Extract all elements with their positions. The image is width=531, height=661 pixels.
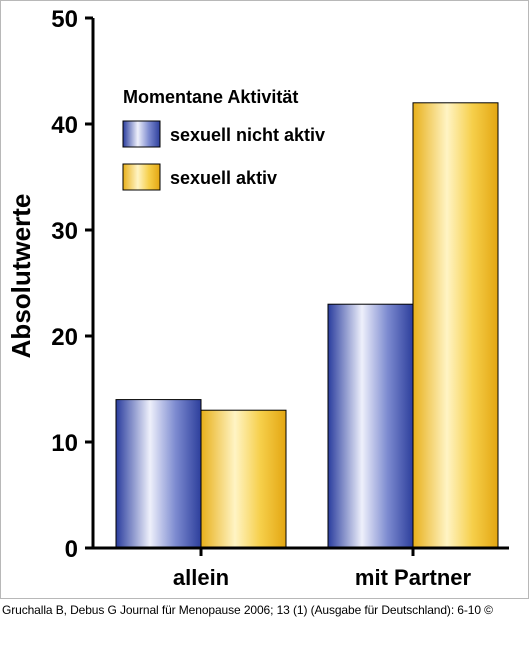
bars-group: [115, 102, 499, 549]
y-ticks-group: 0 10 20 30 40 50: [51, 6, 93, 563]
y-tick-label: 40: [51, 112, 78, 139]
y-tick-label: 30: [51, 218, 78, 245]
y-tick-label: 10: [51, 430, 78, 457]
bar-chart: 0 10 20 30 40 50 allein mit Partner Absolutwer…: [6, 6, 509, 590]
y-tick-label: 0: [65, 536, 78, 563]
legend-label-sexuell-aktiv: sexuell aktiv: [170, 168, 277, 188]
legend-label-sexuell-nicht-aktiv: sexuell nicht aktiv: [170, 125, 325, 145]
legend-title: Momentane Aktivität: [123, 87, 298, 107]
bar-allein-sexuell-aktiv: [200, 409, 287, 549]
legend-swatch-sexuell-aktiv: [122, 163, 161, 191]
y-tick-label: 20: [51, 324, 78, 351]
bar-allein-sexuell-nicht-aktiv: [115, 399, 202, 549]
x-category-label: mit Partner: [355, 565, 472, 590]
legend: Momentane Aktivität sexuell nicht aktiv …: [122, 87, 325, 191]
y-axis-title: Absolutwerte: [6, 194, 36, 359]
source-caption: Gruchalla B, Debus G Journal für Menopau…: [2, 603, 493, 617]
bar-mit-partner-sexuell-aktiv: [412, 102, 499, 549]
x-category-label: allein: [173, 565, 229, 590]
bar-mit-partner-sexuell-nicht-aktiv: [327, 303, 414, 549]
y-tick-label: 50: [51, 6, 78, 33]
x-ticks-group: allein mit Partner: [173, 548, 472, 590]
legend-swatch-sexuell-nicht-aktiv: [122, 120, 161, 148]
